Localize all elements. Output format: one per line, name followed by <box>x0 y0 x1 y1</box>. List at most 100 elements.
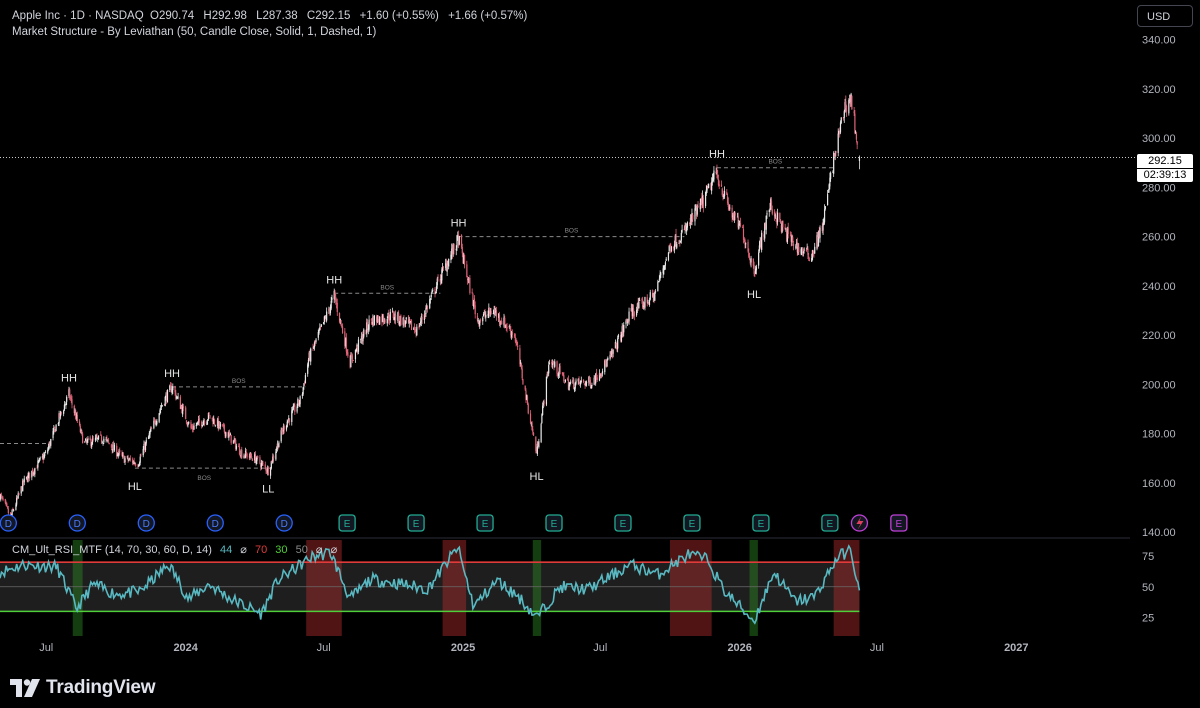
candle-body <box>319 326 322 328</box>
dividend-marker[interactable] <box>206 514 224 532</box>
candle-body <box>323 316 325 323</box>
candle-body <box>282 425 285 432</box>
candle-body <box>573 379 575 389</box>
candle-body <box>336 302 338 313</box>
price-tick-label: 180.00 <box>1142 429 1176 441</box>
candle-body <box>415 331 417 335</box>
candle-body <box>74 411 76 413</box>
candle-body <box>779 213 781 220</box>
candle-body <box>611 350 613 355</box>
symbol-info[interactable]: Apple Inc · 1D · NASDAQ <box>12 10 144 22</box>
candle-body <box>140 455 142 457</box>
candle-body <box>22 480 25 484</box>
earnings-marker[interactable] <box>890 514 908 532</box>
rsi-panel[interactable] <box>0 540 861 636</box>
candle-body <box>442 267 444 271</box>
candle-body <box>498 314 501 322</box>
candle-body <box>781 221 783 233</box>
candle-body <box>461 247 463 254</box>
dividend-marker[interactable] <box>137 514 155 532</box>
candle-body <box>389 311 391 321</box>
candle-body <box>588 377 590 383</box>
candle-body <box>280 430 282 442</box>
candle-body <box>601 371 604 374</box>
candle-body <box>132 461 134 464</box>
candle-body <box>531 422 533 431</box>
candle-body <box>261 462 263 464</box>
candle-body <box>814 246 816 254</box>
earnings-marker[interactable] <box>545 514 563 532</box>
candle-body <box>648 299 651 305</box>
candle-body <box>190 422 192 429</box>
earnings-marker[interactable] <box>476 514 494 532</box>
candle-body <box>387 312 389 318</box>
price-tick-label: 240.00 <box>1142 281 1176 293</box>
candle-body <box>769 208 771 209</box>
candle-body <box>466 264 468 278</box>
earnings-marker[interactable] <box>338 514 356 532</box>
candle-body <box>505 324 507 328</box>
time-axis[interactable]: Jul 2024 Jul 2025 Jul 2026 Jul 2027 <box>39 642 1028 654</box>
candle-body <box>4 499 6 503</box>
candle-body <box>657 281 659 292</box>
earnings-marker-label: E <box>551 519 558 530</box>
candle-body <box>780 225 782 232</box>
tradingview-logo-icon <box>10 679 40 697</box>
candle-body <box>350 355 352 368</box>
candle-body <box>133 460 135 464</box>
candle-body <box>463 255 465 264</box>
earnings-marker[interactable] <box>752 514 770 532</box>
dividend-marker[interactable] <box>0 514 17 532</box>
candle-body <box>768 210 770 212</box>
candle-body <box>484 313 486 317</box>
candle-body <box>830 172 832 179</box>
candle-body <box>410 321 412 323</box>
candle-body <box>256 456 258 462</box>
candle-body <box>501 321 503 325</box>
indicator-legend[interactable]: Market Structure - By Leviathan (50, Can… <box>12 26 377 38</box>
candle-body <box>858 157 861 161</box>
candle-body <box>367 328 369 330</box>
candle-body <box>229 432 231 436</box>
candle-body <box>625 320 627 324</box>
candle-body <box>561 372 563 374</box>
dividend-marker[interactable] <box>275 514 293 532</box>
candle-body <box>584 383 586 387</box>
price-axis[interactable]: 140.00 160.00 180.00 200.00 220.00 240.00 260.… <box>1142 35 1176 625</box>
candle-body <box>632 308 635 314</box>
candle-body <box>692 214 694 220</box>
candle-body <box>532 429 534 432</box>
rsi-legend[interactable]: CM_Ult_RSI_MTF (14, 70, 30, 60, D, 14) 4… <box>12 543 342 556</box>
close-value: 292.15 <box>315 10 351 22</box>
candle-body <box>689 222 691 224</box>
candle-body <box>378 321 380 325</box>
change-value: +1.60 (+0.55%) <box>359 10 439 22</box>
earnings-marker[interactable] <box>683 514 701 532</box>
candle-body <box>720 184 723 187</box>
earnings-marker[interactable] <box>821 514 839 532</box>
candle-body <box>297 399 299 407</box>
candle-body <box>272 455 275 459</box>
price-tick-label: 280.00 <box>1142 182 1176 194</box>
candle-body <box>447 265 449 267</box>
candle-body <box>760 240 762 249</box>
candle-body <box>452 243 454 254</box>
currency-button[interactable]: USD <box>1137 5 1193 27</box>
rsi-oversold-zone <box>72 540 83 636</box>
candle-body <box>177 396 179 398</box>
dividend-marker[interactable] <box>68 514 86 532</box>
earnings-marker[interactable] <box>407 514 425 532</box>
candle-body <box>536 443 538 455</box>
candle-body <box>803 248 805 252</box>
candle-body <box>617 338 619 349</box>
candle-body <box>204 421 206 424</box>
earnings-marker[interactable] <box>614 514 632 532</box>
candle-body <box>492 312 494 314</box>
close-label: C <box>306 10 316 22</box>
tradingview-logo[interactable]: TradingView <box>10 677 156 699</box>
candle-body <box>81 430 83 433</box>
candle-body <box>116 445 118 457</box>
candle-body <box>71 399 73 405</box>
